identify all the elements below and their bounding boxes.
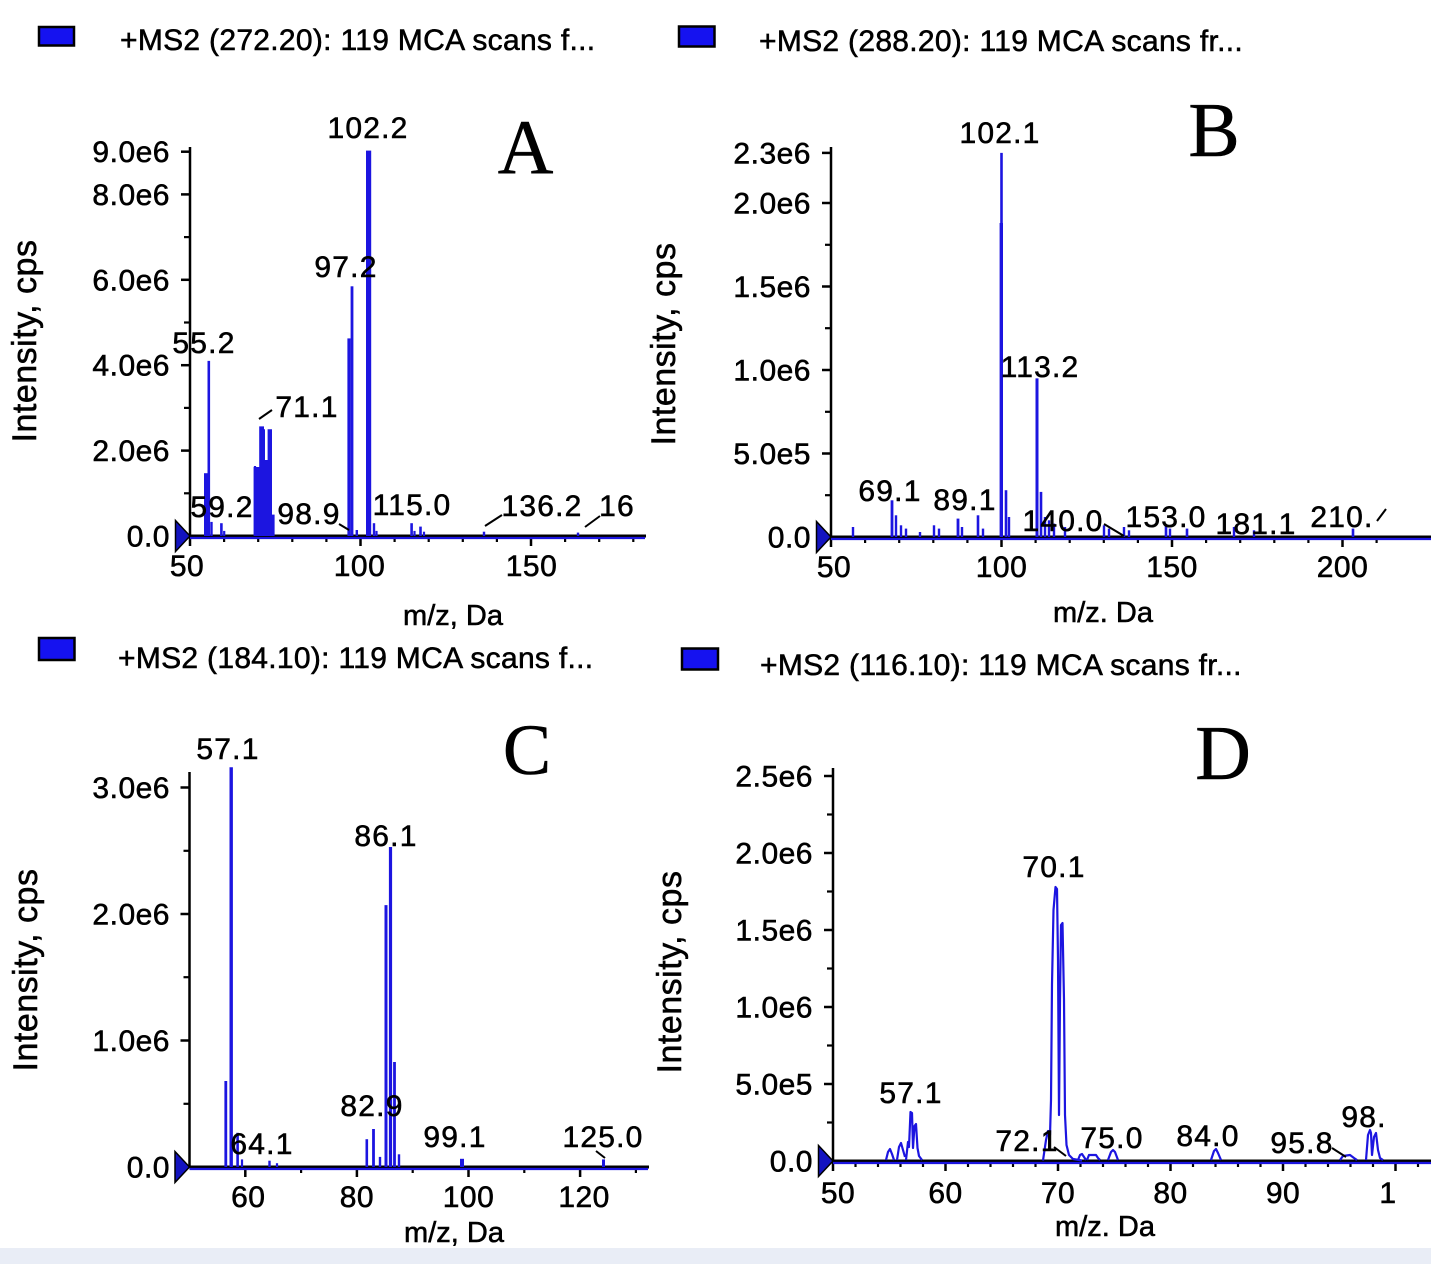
svg-text:1.0e6: 1.0e6 <box>92 1025 170 1058</box>
svg-text:70.1: 70.1 <box>1022 851 1085 884</box>
svg-text:89.1: 89.1 <box>933 484 996 517</box>
svg-text:5.0e5: 5.0e5 <box>733 438 811 471</box>
svg-text:150: 150 <box>506 550 558 583</box>
svg-text:97.2: 97.2 <box>314 251 377 284</box>
svg-text:8.0e6: 8.0e6 <box>92 179 170 212</box>
svg-text:75.0: 75.0 <box>1080 1122 1143 1155</box>
svg-text:136.2: 136.2 <box>501 490 582 523</box>
svg-text:0.0: 0.0 <box>768 522 811 555</box>
svg-text:0.0: 0.0 <box>770 1146 813 1179</box>
svg-text:5.0e5: 5.0e5 <box>735 1069 813 1102</box>
svg-text:2.5e6: 2.5e6 <box>735 761 813 794</box>
svg-text:Intensity, cps: Intensity, cps <box>651 871 689 1074</box>
svg-text:50: 50 <box>821 1177 855 1210</box>
svg-text:2.0e6: 2.0e6 <box>733 188 811 221</box>
svg-text:80: 80 <box>340 1181 374 1214</box>
svg-text:+MS2 (288.20): 119 MCA scans f: +MS2 (288.20): 119 MCA scans fr... <box>759 25 1243 58</box>
svg-text:71.1: 71.1 <box>275 391 338 424</box>
svg-text:2.0e6: 2.0e6 <box>92 899 170 932</box>
svg-text:150: 150 <box>1146 551 1198 584</box>
svg-text:125.0: 125.0 <box>562 1121 643 1154</box>
svg-text:100: 100 <box>976 551 1028 584</box>
svg-text:16: 16 <box>599 490 635 523</box>
svg-text:6.0e6: 6.0e6 <box>92 264 170 297</box>
svg-text:Intensity, cps: Intensity, cps <box>645 243 683 446</box>
svg-text:1: 1 <box>1379 1177 1396 1210</box>
svg-text:120: 120 <box>558 1181 610 1214</box>
svg-text:113.2: 113.2 <box>1001 351 1080 384</box>
svg-text:86.1: 86.1 <box>354 820 417 853</box>
svg-text:102.2: 102.2 <box>327 112 408 145</box>
svg-text:72.1: 72.1 <box>995 1125 1058 1158</box>
svg-text:80: 80 <box>1153 1177 1187 1210</box>
svg-text:3.0e6: 3.0e6 <box>92 772 170 805</box>
svg-text:98.9: 98.9 <box>277 498 340 531</box>
svg-text:Intensity, cps: Intensity, cps <box>7 869 45 1072</box>
svg-text:m/z, Da: m/z, Da <box>404 1217 505 1249</box>
svg-text:210.: 210. <box>1310 501 1373 534</box>
svg-text:+MS2 (184.10): 119 MCA scans f: +MS2 (184.10): 119 MCA scans f... <box>118 642 593 675</box>
svg-text:1.5e6: 1.5e6 <box>733 271 811 304</box>
svg-text:+MS2 (272.20): 119 MCA scans f: +MS2 (272.20): 119 MCA scans f... <box>120 24 595 57</box>
svg-text:9.0e6: 9.0e6 <box>92 136 170 169</box>
svg-text:m/z, Da: m/z, Da <box>403 600 504 632</box>
svg-text:B: B <box>1188 87 1239 173</box>
svg-text:m/z. Da: m/z. Da <box>1055 1211 1156 1243</box>
svg-text:95.8: 95.8 <box>1270 1127 1333 1160</box>
svg-text:99.1: 99.1 <box>423 1121 486 1154</box>
svg-text:102.1: 102.1 <box>959 117 1040 150</box>
svg-text:50: 50 <box>817 551 851 584</box>
svg-text:55.2: 55.2 <box>172 327 235 360</box>
svg-text:60: 60 <box>231 1181 265 1214</box>
svg-text:100: 100 <box>443 1181 495 1214</box>
svg-text:57.1: 57.1 <box>879 1077 942 1110</box>
svg-text:2.0e6: 2.0e6 <box>92 435 170 468</box>
svg-text:100: 100 <box>334 550 386 583</box>
svg-text:0.0: 0.0 <box>127 1152 170 1185</box>
svg-text:D: D <box>1195 710 1251 796</box>
svg-text:50: 50 <box>170 550 204 583</box>
svg-text:C: C <box>503 710 551 790</box>
svg-text:4.0e6: 4.0e6 <box>92 350 170 383</box>
svg-text:Intensity, cps: Intensity, cps <box>6 240 44 443</box>
svg-text:0.0: 0.0 <box>127 521 170 554</box>
svg-text:69.1: 69.1 <box>858 475 921 508</box>
svg-text:1.5e6: 1.5e6 <box>735 915 813 948</box>
svg-text:70: 70 <box>1041 1177 1075 1210</box>
svg-text:90: 90 <box>1266 1177 1300 1210</box>
svg-text:+MS2 (116.10): 119 MCA scans f: +MS2 (116.10): 119 MCA scans fr... <box>760 649 1242 682</box>
svg-text:200: 200 <box>1317 551 1369 584</box>
svg-text:64.1: 64.1 <box>230 1128 293 1161</box>
svg-text:181.1: 181.1 <box>1215 508 1296 541</box>
svg-text:m/z. Da: m/z. Da <box>1053 597 1154 629</box>
svg-text:153.0: 153.0 <box>1125 501 1206 534</box>
svg-text:82.9: 82.9 <box>340 1090 403 1123</box>
svg-text:1.0e6: 1.0e6 <box>735 992 813 1025</box>
svg-text:115.0: 115.0 <box>373 489 452 522</box>
svg-text:A: A <box>498 104 554 190</box>
svg-text:59.2: 59.2 <box>190 491 253 524</box>
svg-text:2.3e6: 2.3e6 <box>733 137 811 170</box>
svg-text:1.0e6: 1.0e6 <box>733 355 811 388</box>
svg-text:57.1: 57.1 <box>196 733 259 766</box>
svg-text:140.0: 140.0 <box>1022 505 1103 538</box>
svg-text:2.0e6: 2.0e6 <box>735 838 813 871</box>
svg-text:98.: 98. <box>1341 1101 1386 1134</box>
svg-text:60: 60 <box>928 1177 962 1210</box>
svg-text:84.0: 84.0 <box>1176 1120 1239 1153</box>
